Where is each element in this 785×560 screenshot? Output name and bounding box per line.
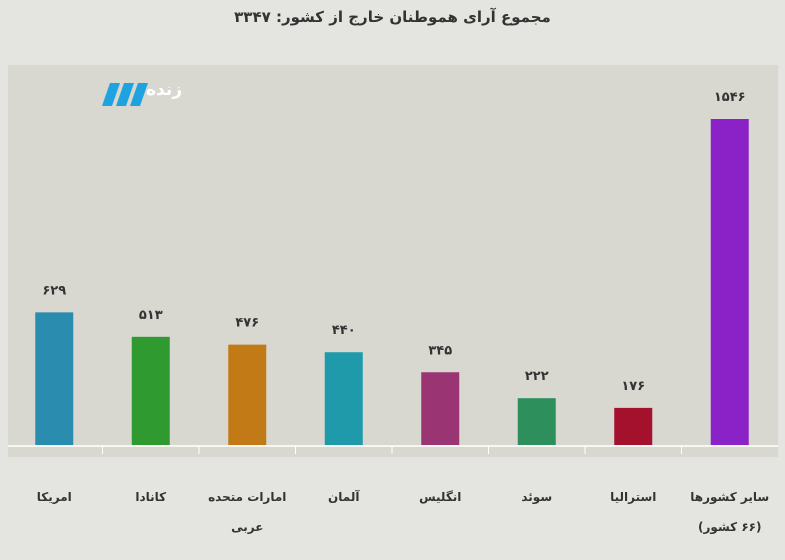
logo-mark xyxy=(102,83,148,106)
value-label: ۴۷۶ xyxy=(235,316,259,331)
x-tick-label: انگلیس xyxy=(419,490,462,504)
value-label: ۴۴۰ xyxy=(332,323,356,338)
x-tick-label: امارات متحده عربی xyxy=(208,490,287,534)
value-label: ۶۲۹ xyxy=(42,283,66,298)
x-tick-label: استرالیا xyxy=(610,490,657,504)
bar xyxy=(710,119,749,445)
bar xyxy=(228,344,267,445)
bar xyxy=(324,352,363,445)
value-label: ۳۴۵ xyxy=(428,343,452,358)
value-label: ۲۲۲ xyxy=(525,369,549,384)
x-tick-label: امریکا xyxy=(36,490,72,504)
x-tick-label: آلمان xyxy=(328,490,360,504)
x-tick-label: سایر کشورها (۶۶ کشور) xyxy=(690,490,770,534)
chart-title: مجموع آرای هموطنان خارج از کشور: ۳۳۴۷ xyxy=(234,8,551,26)
value-label: ۱۵۴۶ xyxy=(714,90,746,105)
value-label: ۵۱۳ xyxy=(139,308,163,323)
bar xyxy=(131,336,170,445)
value-label: ۱۷۶ xyxy=(621,379,645,394)
logo-text: زنده xyxy=(146,80,183,100)
bar xyxy=(614,407,653,445)
bar xyxy=(517,398,556,445)
bar xyxy=(421,372,460,445)
plot-panel xyxy=(8,65,778,457)
x-tick-label: سوئد xyxy=(521,490,553,504)
x-tick-label: کانادا xyxy=(135,490,167,504)
bar xyxy=(35,312,74,445)
